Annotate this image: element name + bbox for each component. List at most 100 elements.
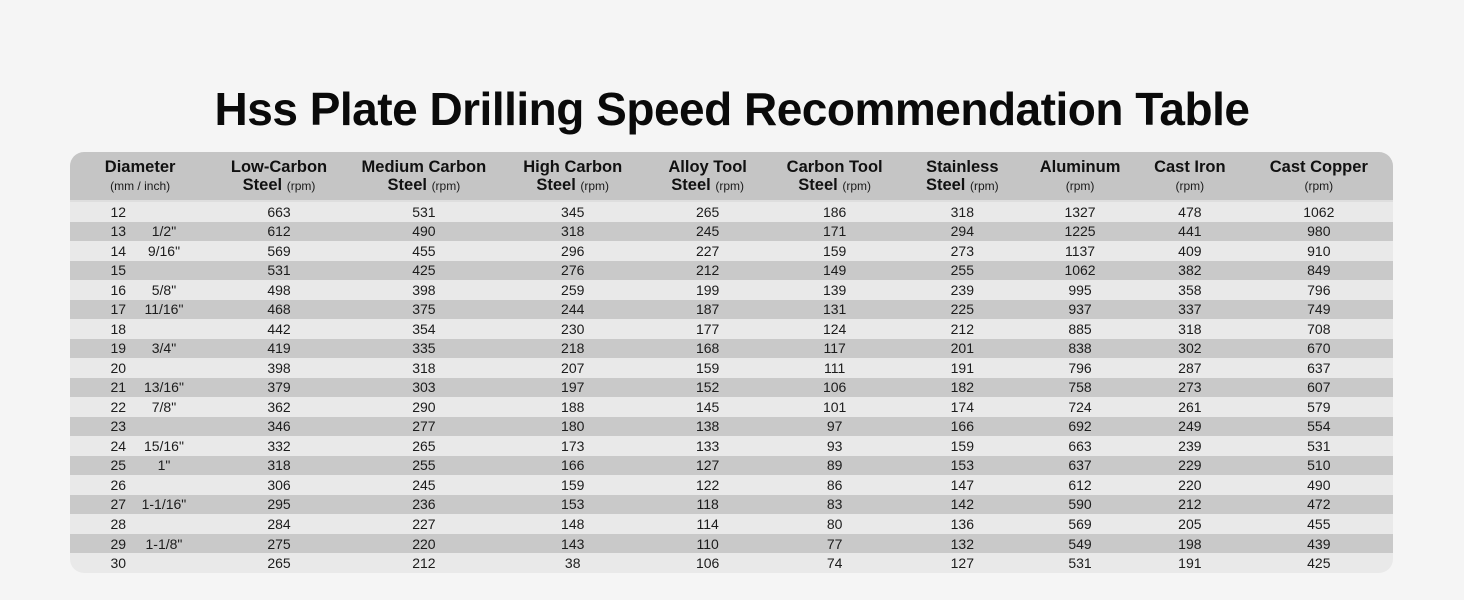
speed-cell-cast-copper: 980 — [1307, 223, 1331, 240]
diameter-inch: 3/4" — [151, 340, 177, 357]
speed-cell-cast-iron: 249 — [1178, 418, 1202, 435]
speed-cell-stainless-steel: 166 — [950, 418, 974, 435]
speed-cell-stainless-steel: 318 — [950, 203, 974, 220]
table-row: 24 15/16" 332 265 173 133 93 159 663 239 531 — [70, 436, 1393, 456]
speed-cell-low-carbon-steel: 569 — [267, 242, 291, 259]
diameter-inch: 15/16" — [143, 437, 184, 454]
speed-cell-high-carbon-steel: 188 — [561, 398, 585, 415]
diameter-cell: 29 1-1/8" — [70, 537, 210, 551]
column-header-low-carbon-steel: Low-Carbon Steel (rpm) — [210, 158, 348, 195]
diameter-inch: 1-1/16" — [141, 496, 187, 513]
speed-cell-carbon-tool-steel: 171 — [822, 223, 847, 240]
speed-cell-alloy-tool-steel: 168 — [695, 340, 720, 357]
speed-cell-alloy-tool-steel: 110 — [696, 535, 719, 552]
speed-cell-high-carbon-steel: 218 — [561, 340, 585, 357]
speed-cell-cast-iron: 358 — [1178, 281, 1202, 298]
speed-cell-high-carbon-steel: 207 — [561, 359, 585, 376]
speed-cell-aluminum: 995 — [1068, 281, 1092, 298]
speed-cell-high-carbon-steel: 180 — [561, 418, 585, 435]
diameter-inch: 7/8" — [151, 398, 177, 415]
page-title: Hss Plate Drilling Speed Recommendation … — [214, 83, 1250, 135]
speed-cell-high-carbon-steel: 148 — [561, 516, 585, 532]
speed-cell-carbon-tool-steel: 149 — [822, 262, 847, 279]
speed-cell-cast-iron: 382 — [1178, 262, 1202, 279]
column-header-carbon-tool-steel: Carbon Tool Steel (rpm) — [770, 158, 900, 195]
diameter-cell: 18 — [70, 322, 210, 336]
speed-cell-low-carbon-steel: 306 — [267, 476, 291, 493]
speed-cell-alloy-tool-steel: 114 — [696, 516, 719, 532]
column-name: Diameter — [104, 157, 176, 176]
diameter-mm: 22 — [110, 398, 127, 415]
table-row: 23 346 277 180 138 97 166 692 249 554 — [70, 416, 1393, 437]
speed-cell-low-carbon-steel: 379 — [267, 379, 291, 396]
speed-cell-stainless-steel: 255 — [950, 262, 974, 279]
speed-cell-stainless-steel: 159 — [950, 437, 974, 454]
speed-cell-stainless-steel: 239 — [950, 281, 974, 298]
speed-cell-aluminum: 758 — [1068, 379, 1092, 396]
speed-cell-alloy-tool-steel: 212 — [695, 262, 720, 279]
speed-cell-stainless-steel: 225 — [950, 301, 974, 318]
speed-cell-stainless-steel: 136 — [950, 516, 974, 532]
diameter-cell: 28 — [70, 517, 210, 531]
speed-cell-cast-iron: 205 — [1178, 516, 1202, 532]
column-name: Aluminum — [1039, 157, 1121, 176]
speed-cell-high-carbon-steel: 143 — [561, 535, 585, 552]
speed-cell-aluminum: 1327 — [1064, 203, 1096, 220]
speed-cell-high-carbon-steel: 345 — [561, 203, 585, 220]
speed-cell-aluminum: 549 — [1068, 535, 1092, 552]
column-subtitle: Steel (rpm) — [925, 176, 999, 194]
table-row: 30 265 212 38 106 74 127 531 191 425 — [70, 553, 1393, 573]
speed-cell-medium-carbon-steel: 318 — [412, 359, 436, 376]
speed-cell-cast-copper: 637 — [1307, 359, 1331, 376]
speed-cell-medium-carbon-steel: 265 — [412, 437, 436, 454]
table-row: 15 531 425 276 212 149 255 1062 382 849 — [70, 260, 1393, 281]
speed-cell-medium-carbon-steel: 455 — [412, 242, 436, 259]
speed-cell-high-carbon-steel: 244 — [561, 301, 585, 318]
speed-cell-cast-iron: 409 — [1178, 242, 1202, 259]
speed-cell-cast-iron: 287 — [1178, 359, 1202, 376]
speed-cell-high-carbon-steel: 259 — [561, 281, 585, 298]
speed-cell-stainless-steel: 174 — [950, 398, 974, 415]
diameter-mm: 29 — [110, 535, 127, 552]
speed-cell-medium-carbon-steel: 255 — [412, 457, 436, 474]
speed-cell-aluminum: 663 — [1068, 437, 1092, 454]
speed-cell-low-carbon-steel: 265 — [267, 555, 291, 572]
column-subtitle: (rpm) — [1065, 179, 1095, 193]
speed-cell-stainless-steel: 127 — [950, 555, 974, 572]
diameter-mm: 13 — [110, 223, 127, 240]
column-header-aluminum: Aluminum (rpm) — [1025, 158, 1135, 195]
speed-cell-low-carbon-steel: 531 — [267, 262, 291, 279]
speed-cell-cast-copper: 670 — [1307, 340, 1331, 357]
speed-cell-medium-carbon-steel: 236 — [412, 496, 436, 513]
speed-cell-carbon-tool-steel: 89 — [826, 457, 843, 474]
speed-cell-alloy-tool-steel: 145 — [695, 398, 720, 415]
speed-cell-medium-carbon-steel: 335 — [412, 340, 436, 357]
diameter-mm: 27 — [110, 496, 127, 513]
speed-cell-alloy-tool-steel: 106 — [695, 555, 720, 572]
table-row: 17 11/16" 468 375 244 187 131 225 937 337 749 — [70, 299, 1393, 320]
speed-cell-aluminum: 612 — [1068, 476, 1092, 493]
speed-cell-aluminum: 692 — [1068, 418, 1092, 435]
table-row: 18 442 354 230 177 124 212 885 318 708 — [70, 319, 1393, 339]
speed-cell-stainless-steel: 132 — [950, 535, 974, 552]
speed-cell-high-carbon-steel: 230 — [561, 320, 585, 337]
speed-cell-aluminum: 531 — [1068, 555, 1092, 572]
diameter-cell: 21 13/16" — [70, 380, 210, 394]
diameter-mm: 30 — [110, 555, 127, 572]
speed-cell-low-carbon-steel: 346 — [267, 418, 291, 435]
speed-cell-aluminum: 838 — [1068, 340, 1092, 357]
diameter-inch: 1" — [157, 457, 171, 474]
speed-cell-medium-carbon-steel: 245 — [412, 476, 436, 493]
speed-cell-carbon-tool-steel: 131 — [822, 301, 847, 318]
diameter-inch: 1/2" — [151, 223, 177, 240]
diameter-mm: 21 — [110, 379, 127, 396]
column-subtitle: (rpm) — [1304, 179, 1334, 193]
speed-cell-stainless-steel: 273 — [950, 242, 974, 259]
table-row: 13 1/2" 612 490 318 245 171 294 1225 441 980 — [70, 221, 1393, 242]
speed-cell-alloy-tool-steel: 159 — [695, 359, 720, 376]
diameter-mm: 23 — [110, 418, 127, 435]
speed-cell-low-carbon-steel: 663 — [267, 203, 291, 220]
diameter-mm: 14 — [110, 242, 127, 259]
speed-cell-alloy-tool-steel: 152 — [695, 379, 720, 396]
speed-cell-stainless-steel: 147 — [950, 476, 974, 493]
